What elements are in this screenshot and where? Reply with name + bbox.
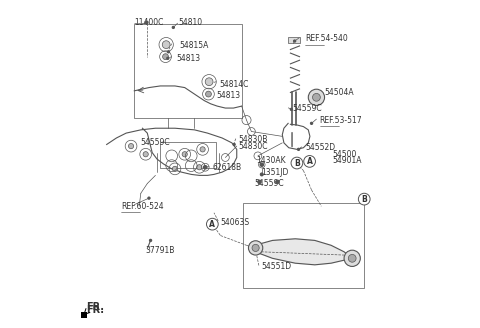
Text: B: B [361,195,367,204]
Text: 54815A: 54815A [180,41,209,50]
Text: 1430AK: 1430AK [256,156,286,165]
Text: 54813: 54813 [216,91,240,100]
Text: 54559C: 54559C [254,179,284,188]
Polygon shape [254,239,352,265]
Bar [134,24,241,118]
Circle shape [344,250,360,266]
Text: 54830C: 54830C [239,142,268,151]
Circle shape [172,27,174,29]
Text: 54810: 54810 [178,18,203,27]
Circle shape [197,165,202,170]
Circle shape [233,144,235,145]
Text: A: A [307,157,312,166]
Text: 54901A: 54901A [333,156,362,165]
Circle shape [290,108,292,110]
Circle shape [148,197,150,199]
Circle shape [252,244,259,252]
Text: 54500: 54500 [333,150,357,159]
Circle shape [204,166,207,169]
Circle shape [168,51,169,53]
Circle shape [200,147,205,152]
Text: 11400C: 11400C [134,18,164,27]
Circle shape [260,163,264,166]
Circle shape [163,54,168,60]
Circle shape [359,193,370,205]
Bar [160,142,216,168]
Circle shape [298,148,300,150]
Circle shape [162,41,170,49]
Bar [243,203,363,288]
Text: 54813: 54813 [177,54,201,63]
Text: 1351JD: 1351JD [261,168,288,177]
Text: 37791B: 37791B [146,246,175,255]
Text: 54504A: 54504A [324,88,354,97]
Text: A: A [209,220,216,229]
Circle shape [150,239,152,241]
Circle shape [294,40,296,42]
Circle shape [145,21,148,24]
Text: 54551D: 54551D [261,262,291,271]
Text: 54559C: 54559C [141,138,170,147]
Circle shape [291,157,303,169]
Text: 54814C: 54814C [219,80,248,89]
Text: B: B [294,158,300,168]
Circle shape [172,166,178,172]
Text: FR.: FR. [86,302,105,312]
Circle shape [308,89,324,106]
Circle shape [143,152,148,157]
FancyBboxPatch shape [81,312,87,318]
Circle shape [276,180,279,183]
Text: 54830B: 54830B [239,135,268,144]
Circle shape [129,144,133,149]
Circle shape [304,155,315,167]
Circle shape [311,122,312,124]
Circle shape [312,93,320,101]
Circle shape [167,57,169,59]
Circle shape [206,218,218,230]
Circle shape [348,255,356,262]
Circle shape [258,180,261,183]
Text: REF.54-540: REF.54-540 [305,34,348,43]
Circle shape [205,91,211,97]
Circle shape [182,152,187,157]
Text: 54552D: 54552D [305,143,335,152]
Circle shape [205,78,213,86]
Text: FR.: FR. [86,305,105,315]
Circle shape [261,173,263,176]
Bar [288,37,300,43]
Text: 54063S: 54063S [220,218,250,227]
Circle shape [249,241,263,255]
Text: REF.60-524: REF.60-524 [121,202,164,211]
Text: 62618B: 62618B [212,163,241,172]
Text: REF.53-517: REF.53-517 [320,115,362,125]
Text: 54559C: 54559C [292,104,322,113]
